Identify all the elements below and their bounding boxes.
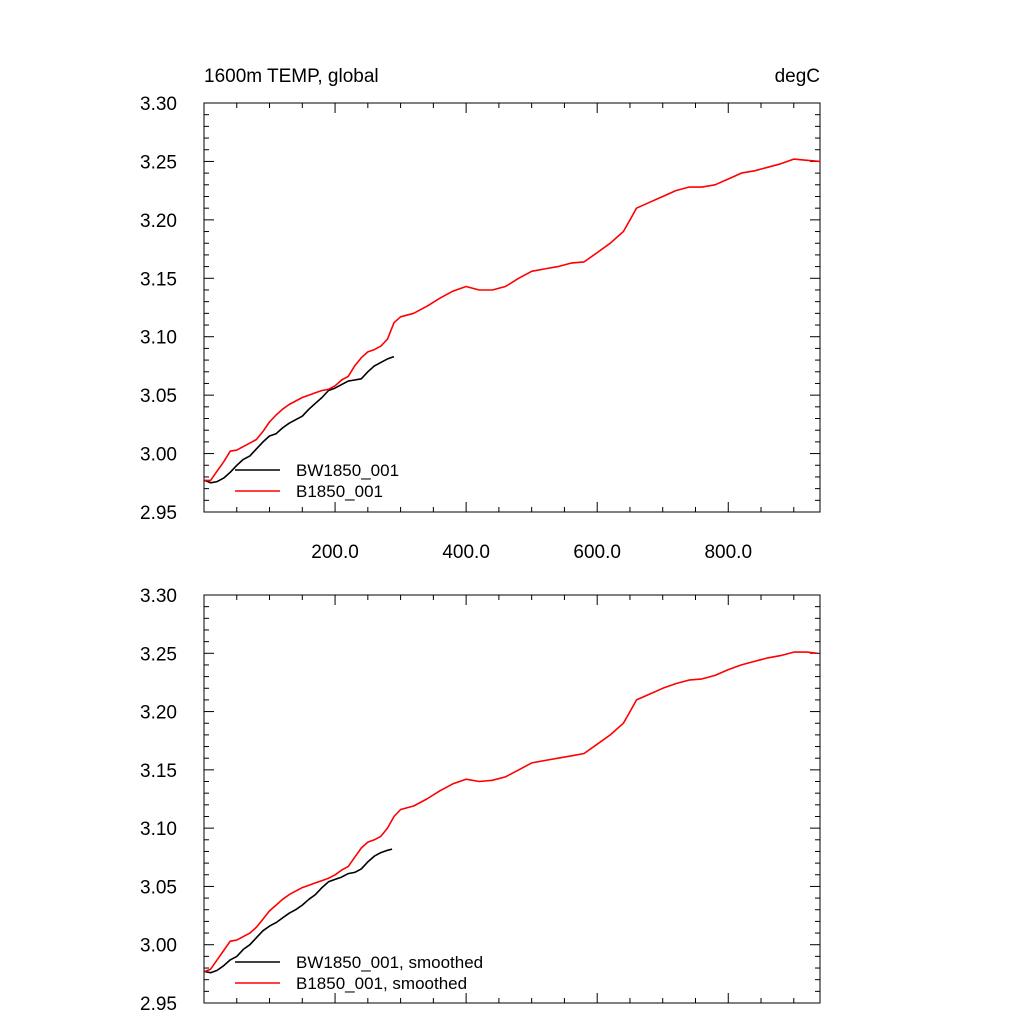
panel-2-frame <box>203 594 821 1004</box>
panel-1-ytick-label: 2.95 <box>140 503 177 524</box>
panel-2-ytick-label: 2.95 <box>140 994 177 1015</box>
panel-1-ytick-label: 3.20 <box>140 211 177 232</box>
panel-1-ytick-label: 3.15 <box>140 269 177 290</box>
panel-1-ytick-label: 3.05 <box>140 386 177 407</box>
panel-1-ytick-label: 3.00 <box>140 445 177 466</box>
panel-2-ytick-label: 3.20 <box>140 703 177 724</box>
panel-2-ytick-label: 3.15 <box>140 761 177 782</box>
panel-1-xtick-label: 400.0 <box>442 542 490 563</box>
panel-1-legend-label-1: BW1850_001 <box>296 461 399 480</box>
panel-2-ytick-label: 3.30 <box>140 586 177 607</box>
panel-2-legend-label-2: B1850_001, smoothed <box>296 974 467 993</box>
panel-1-xtick-label: 800.0 <box>704 542 752 563</box>
panel-2-series-bw1850-line <box>204 848 393 974</box>
panel-1-xtick-label: 600.0 <box>573 542 621 563</box>
panel-2-series-b1850-line <box>204 651 818 973</box>
panel-2-ytick-label: 3.25 <box>140 644 177 665</box>
panel-1-ytick-label: 3.25 <box>140 152 177 173</box>
panel-2-ytick-label: 3.00 <box>140 936 177 957</box>
panel-2-ytick-label: 3.10 <box>140 819 177 840</box>
panel-1-units: degC <box>775 66 820 87</box>
panel-1-ytick-label: 3.30 <box>140 94 177 115</box>
panel-2-legend-label-1: BW1850_001, smoothed <box>296 953 483 972</box>
panel-1-ytick-label: 3.10 <box>140 328 177 349</box>
panel-1-title: 1600m TEMP, global <box>204 66 379 87</box>
panel-1-legend-label-2: B1850_001 <box>296 482 383 501</box>
panel-1-series-b1850-line <box>204 158 821 482</box>
panel-1-frame <box>203 102 821 513</box>
panel-1-xtick-label: 200.0 <box>311 542 359 563</box>
panel-2-ytick-label: 3.05 <box>140 877 177 898</box>
panel-1-series-bw1850-line <box>204 355 395 484</box>
